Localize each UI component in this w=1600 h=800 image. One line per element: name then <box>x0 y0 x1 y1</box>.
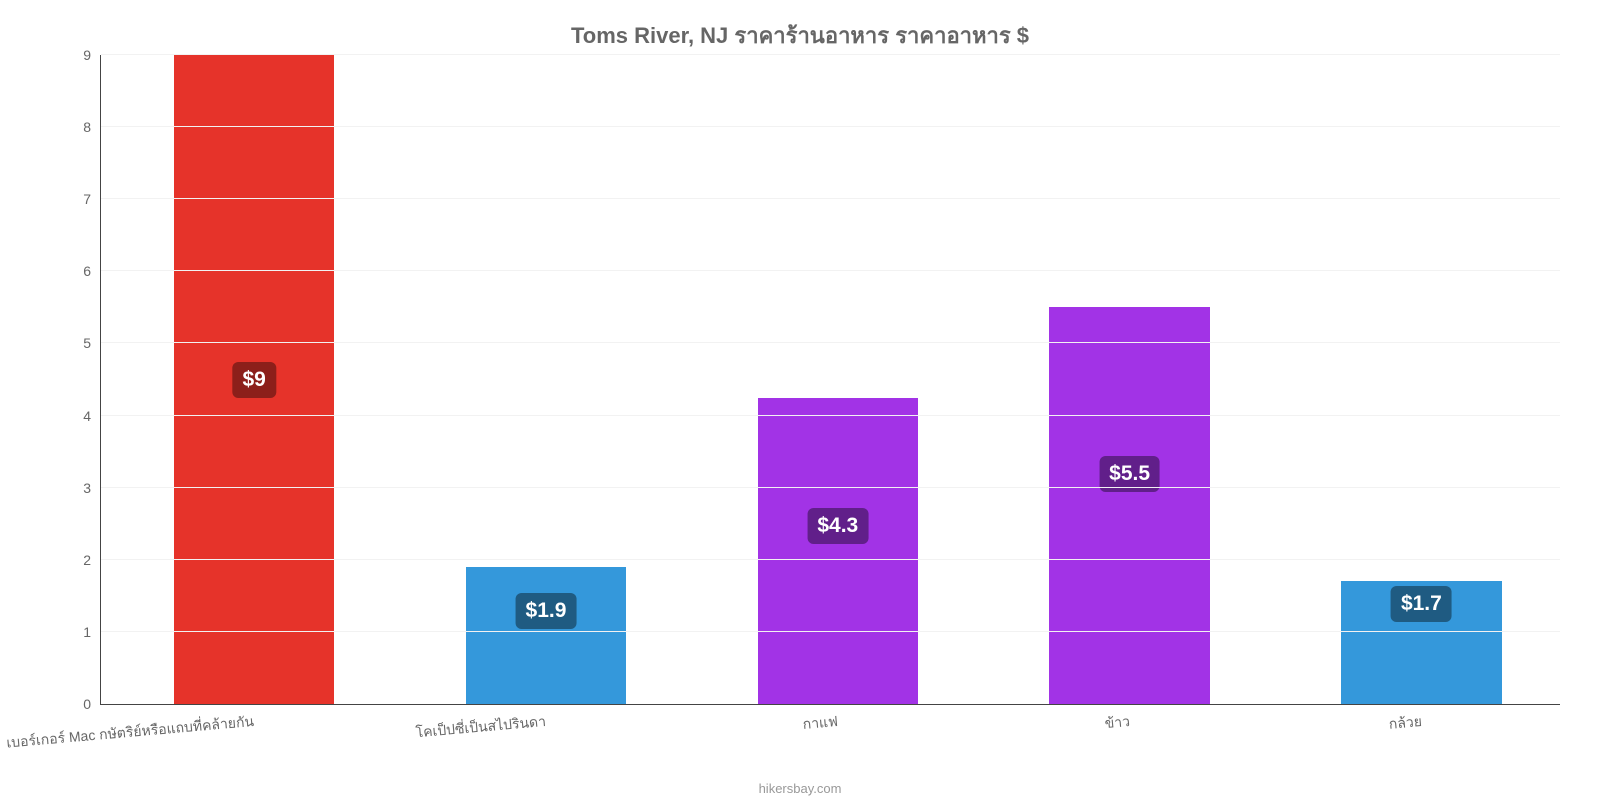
bar-value-badge: $9 <box>232 362 275 398</box>
bar: $5.5 <box>1049 307 1209 704</box>
y-tick-label: 7 <box>83 191 101 207</box>
bar-value-badge: $5.5 <box>1099 456 1160 492</box>
x-tick-label: ข้าว <box>1104 711 1131 735</box>
bar: $4.3 <box>758 398 918 704</box>
y-tick-label: 9 <box>83 47 101 63</box>
bars-layer: $9 $1.9 $4.3 $5.5 $1.7 <box>101 55 1560 704</box>
bar-value-badge: $4.3 <box>807 508 868 544</box>
chart-title: Toms River, NJ ราคาร้านอาหาร ราคาอาหาร $ <box>0 18 1600 53</box>
y-tick-label: 5 <box>83 335 101 351</box>
bar-value-badge: $1.9 <box>516 593 577 629</box>
y-tick-label: 1 <box>83 624 101 640</box>
plot-area: $9$1.9$4.3$5.5$1.7 0123456789 <box>100 55 1560 705</box>
y-tick-label: 8 <box>83 119 101 135</box>
y-tick-label: 0 <box>83 696 101 712</box>
x-tick-label: กาแฟ <box>802 711 839 736</box>
x-tick-label: เบอร์เกอร์ Mac กษัตริย์หรือแถบที่คล้ายกั… <box>6 711 255 755</box>
x-tick-label: กล้วย <box>1388 711 1423 736</box>
bar: $1.7 <box>1341 581 1501 704</box>
x-tick-label: โคเป็ปซี่เป็นสไปรินดา <box>415 711 547 744</box>
y-tick-label: 6 <box>83 263 101 279</box>
chart-container: Toms River, NJ ราคาร้านอาหาร ราคาอาหาร $… <box>0 0 1600 800</box>
attribution-text: hikersbay.com <box>0 781 1600 796</box>
y-tick-label: 2 <box>83 552 101 568</box>
y-tick-label: 3 <box>83 480 101 496</box>
y-tick-label: 4 <box>83 408 101 424</box>
bar: $1.9 <box>466 567 626 704</box>
bar-value-badge: $1.7 <box>1391 586 1452 622</box>
bar: $9 <box>174 55 334 704</box>
